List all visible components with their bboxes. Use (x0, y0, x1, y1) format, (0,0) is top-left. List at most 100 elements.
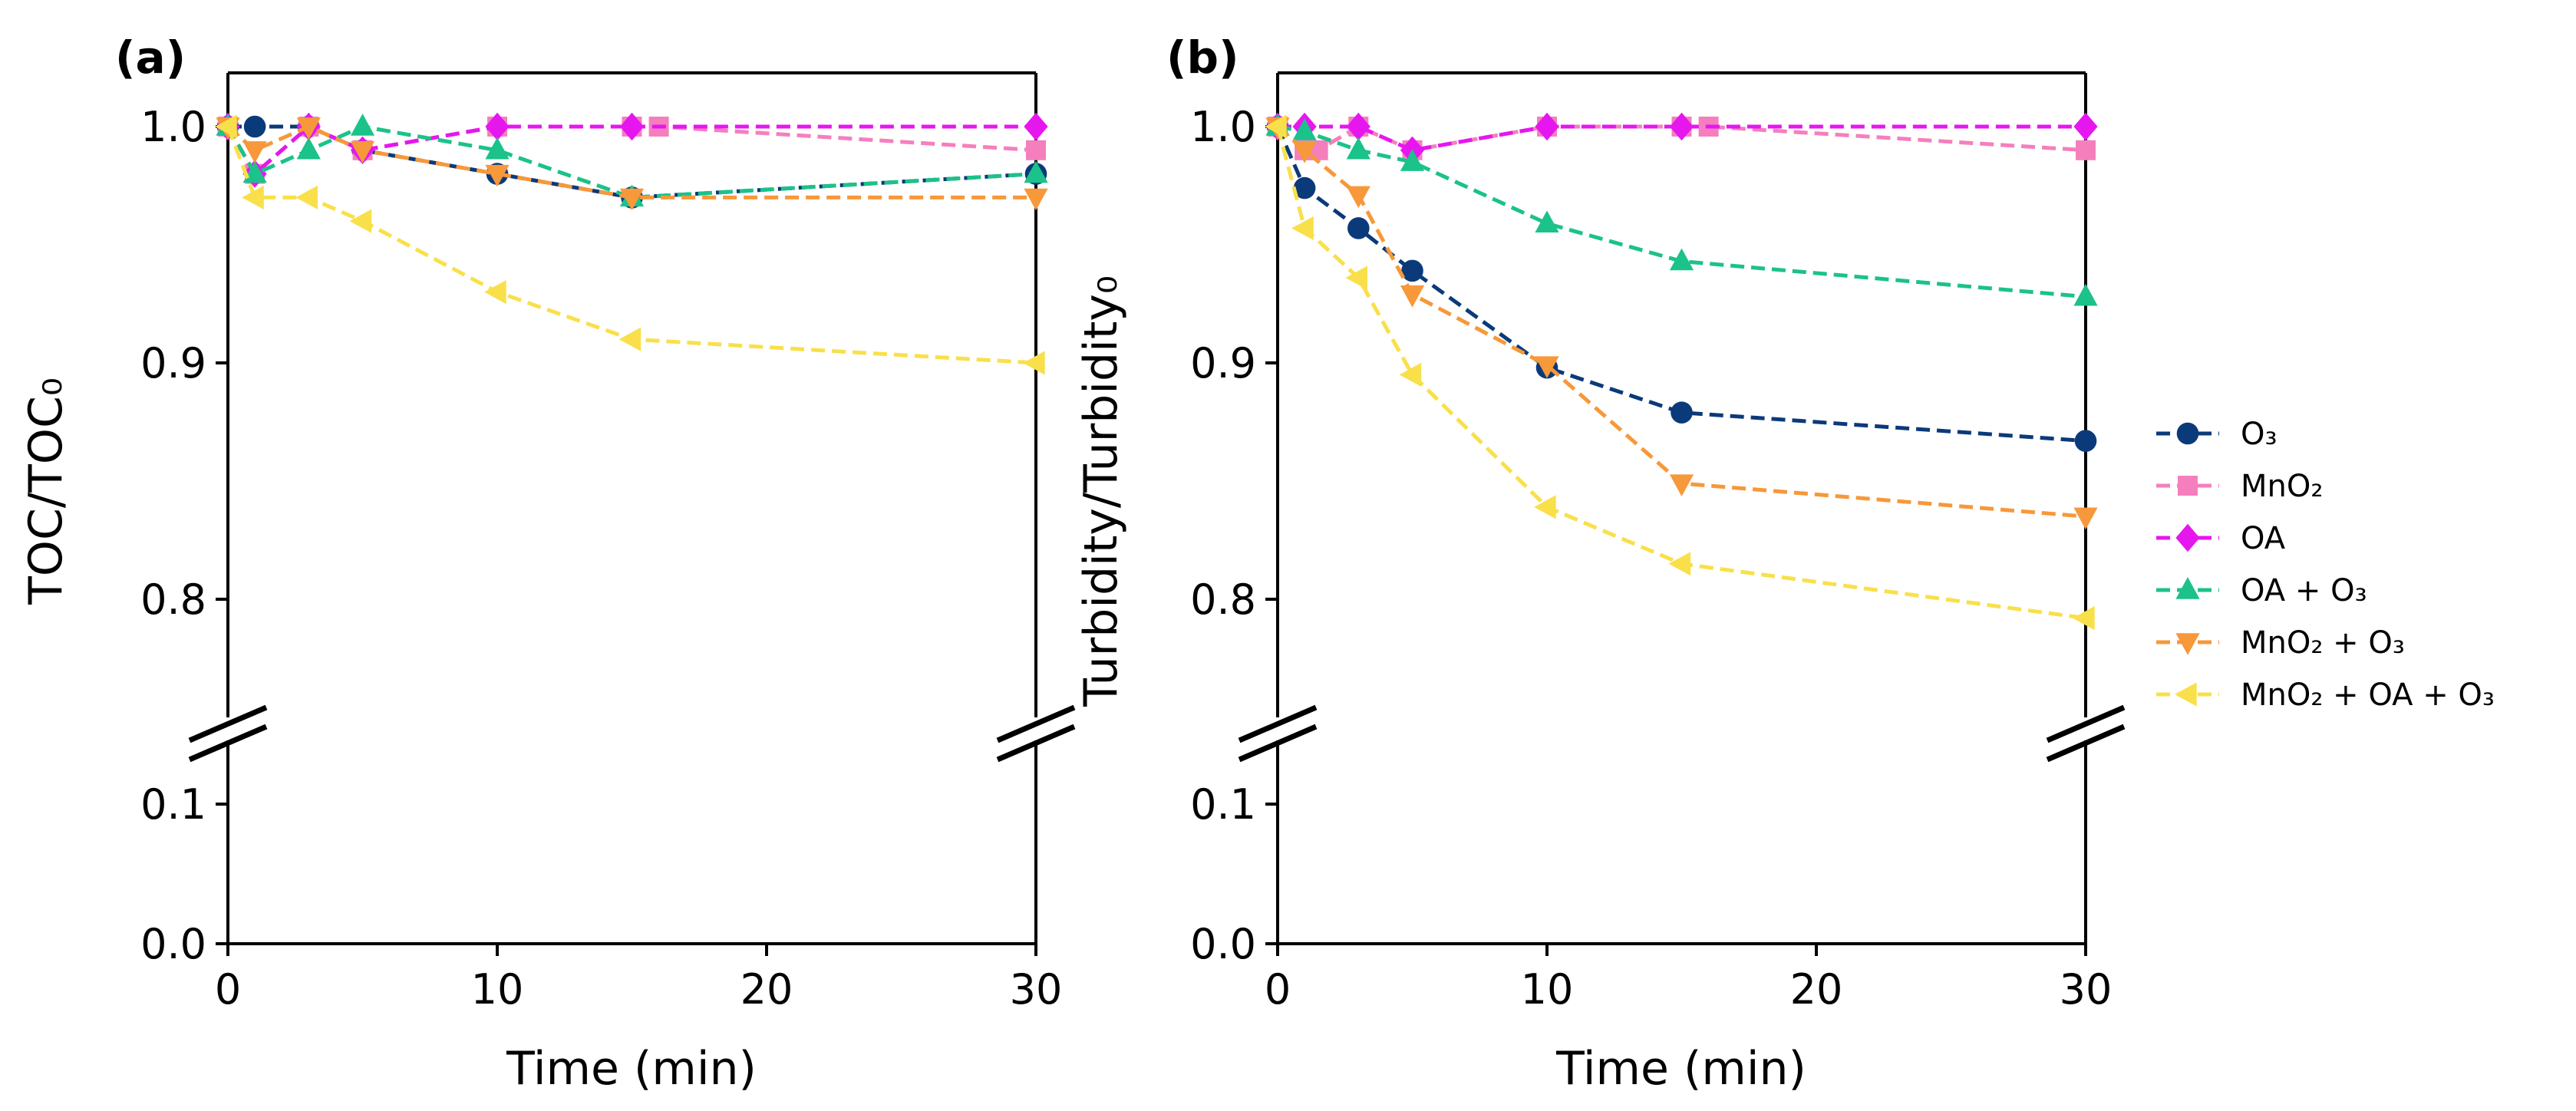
data-point (619, 112, 645, 141)
series-line (1275, 126, 2086, 621)
y-tick-label: 0.9 (1190, 339, 1256, 387)
series-O₃ (1266, 115, 2097, 452)
y-tick-label: 0.8 (140, 575, 206, 624)
legend-entry: OA (2156, 521, 2286, 556)
x-tick-label: 0 (215, 965, 241, 1014)
data-point (1292, 118, 1317, 140)
data-point (1400, 149, 1425, 171)
legend-entry: MnO₂ + O₃ (2156, 625, 2405, 661)
axis-break-mark (996, 704, 1076, 743)
x-tick-label: 20 (740, 965, 793, 1014)
data-point (1669, 112, 1694, 141)
data-point (243, 115, 266, 138)
data-point (1292, 141, 1317, 163)
series-OA + O₃ (1265, 114, 2098, 306)
axis-break-mark (996, 724, 1076, 763)
data-point (1024, 160, 1048, 183)
series-MnO₂ + OA + O₃ (215, 114, 1045, 375)
axis-break-mark (188, 704, 268, 743)
data-point (296, 137, 321, 160)
legend-entry: MnO₂ (2156, 469, 2323, 504)
panel-label: (a) (115, 31, 186, 84)
axis-break-mark (1238, 704, 1318, 743)
data-point (242, 185, 264, 209)
data-point (1265, 114, 1287, 139)
legend-marker (2175, 633, 2200, 655)
axis-break-mark (1238, 724, 1318, 763)
panel-b: 0 10 20 30 0.8 0.9 1.0 0.0 0.1 Time (min) Turbidit… (1074, 31, 2126, 1096)
x-axis-label: Time (min) (506, 1042, 757, 1096)
y-tick-label: 1.0 (140, 103, 206, 151)
y-tick-label: 0.0 (140, 920, 206, 968)
data-point (1535, 112, 1559, 141)
legend-label: OA (2241, 521, 2286, 556)
data-point (1671, 401, 1693, 424)
axis-break-mark (188, 724, 268, 763)
series-OA (216, 112, 1048, 188)
data-point (1024, 112, 1048, 141)
legend: O₃ MnO₂ OA OA + O₃ MnO₂ + O₃ MnO₂ + OA + O₃ (2156, 417, 2495, 713)
y-tick-label: 0.0 (1190, 920, 1256, 968)
y-tick-label: 0.9 (140, 339, 206, 387)
legend-marker (2178, 476, 2198, 496)
data-point (485, 112, 510, 141)
series-MnO₂ + OA + O₃ (1265, 114, 2095, 631)
x-tick-label: 10 (471, 965, 524, 1014)
data-point (350, 141, 375, 163)
data-point (2076, 140, 2096, 160)
data-point (2073, 283, 2098, 306)
data-point (1400, 285, 1425, 308)
legend-label: O₃ (2241, 417, 2278, 452)
data-point (2073, 507, 2098, 530)
x-tick-label: 0 (1265, 965, 1291, 1014)
data-point (1291, 216, 1314, 241)
data-point (2073, 112, 2098, 141)
legend-label: MnO₂ (2241, 469, 2323, 504)
legend-marker (2175, 682, 2197, 707)
data-point (215, 114, 237, 139)
legend-label: MnO₂ + OA + O₃ (2241, 677, 2495, 713)
data-point (619, 188, 645, 211)
data-point (296, 117, 321, 140)
y-axis-label: Turbidity/Turbidity₀ (1074, 275, 1128, 707)
series-line (226, 126, 1037, 365)
data-point (1535, 356, 1559, 378)
data-point (2074, 430, 2097, 452)
data-point (350, 114, 375, 136)
data-point (1535, 210, 1559, 232)
data-point (485, 164, 510, 187)
x-tick-label: 10 (1521, 965, 1574, 1014)
legend-entry: OA + O₃ (2156, 573, 2367, 608)
data-point (485, 137, 510, 160)
legend-marker (2175, 523, 2200, 552)
panel-label: (b) (1166, 31, 1239, 84)
data-point (1345, 265, 1367, 290)
data-point (2073, 606, 2095, 631)
x-axis-label: Time (min) (1555, 1042, 1806, 1096)
series-MnO₂ + O₃ (1265, 117, 2098, 530)
data-point (1669, 474, 1694, 496)
y-axis-label: TOC/TOC₀ (19, 377, 73, 605)
data-point (1347, 217, 1370, 239)
data-point (1346, 137, 1370, 160)
data-point (349, 209, 372, 233)
series-OA + O₃ (216, 114, 1048, 207)
data-point (1346, 186, 1370, 209)
axis-break-mark (2046, 704, 2126, 743)
y-tick-label: 0.8 (1190, 575, 1256, 624)
data-point (1401, 259, 1423, 282)
axis-break-mark (2046, 724, 2126, 763)
legend-marker (2175, 577, 2200, 599)
data-point (242, 141, 267, 163)
legend-marker (2176, 422, 2199, 445)
legend-label: MnO₂ + O₃ (2241, 625, 2405, 661)
panel-a: 0 10 20 30 0.8 0.9 1.0 0.0 0.1 Time (min) TOC/TOC₀… (19, 31, 1076, 1096)
legend-entry: O₃ (2156, 417, 2278, 452)
data-point (1024, 188, 1048, 211)
x-tick-label: 30 (2060, 965, 2113, 1014)
y-tick-label: 0.1 (1190, 780, 1256, 829)
series-line (1275, 125, 2086, 443)
data-point (1668, 552, 1691, 576)
y-tick-label: 0.1 (140, 780, 206, 829)
